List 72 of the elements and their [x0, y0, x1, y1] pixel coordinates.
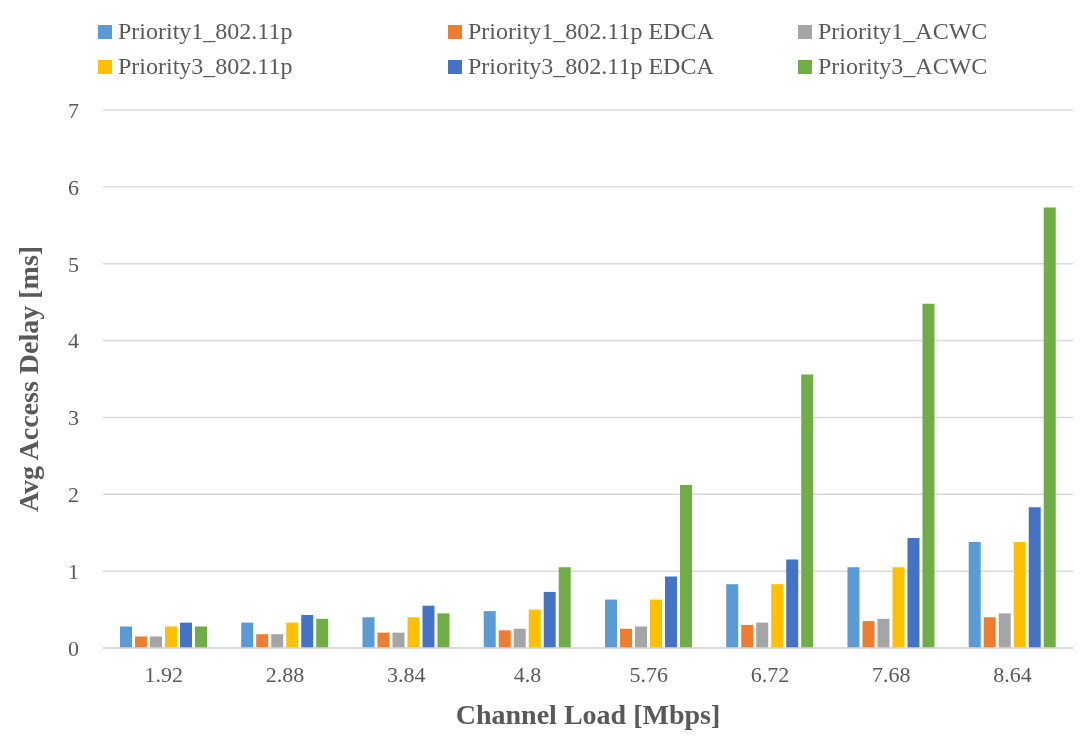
bar — [679, 485, 692, 648]
bar — [664, 576, 677, 648]
bar — [634, 626, 647, 648]
bar — [316, 618, 329, 648]
bar — [241, 622, 254, 648]
bar — [801, 374, 814, 648]
bar — [1043, 207, 1056, 648]
bar — [604, 599, 617, 648]
x-axis-title: Channel Load [Mbps] — [455, 699, 721, 730]
bar — [862, 621, 875, 648]
bar — [892, 567, 905, 648]
legend-label: Priority3_802.11p — [117, 53, 294, 80]
bar — [437, 613, 450, 648]
bar — [877, 618, 890, 648]
bar — [998, 613, 1011, 648]
bar — [558, 567, 571, 648]
bar — [771, 584, 784, 648]
bar — [983, 617, 996, 648]
y-axis-title: Avg Access Delay [ms] — [12, 245, 44, 513]
bar — [1013, 541, 1026, 648]
bar — [164, 626, 177, 648]
legend-label: Priority1_802.11p EDCA — [467, 18, 715, 45]
x-tick-label: 1.92 — [144, 661, 183, 687]
bar — [256, 634, 269, 648]
bar — [741, 624, 754, 648]
bar — [377, 632, 390, 648]
bar — [847, 567, 860, 648]
bar — [513, 628, 526, 648]
bar — [1028, 507, 1041, 648]
bar — [756, 622, 769, 648]
x-tick-label: 5.76 — [629, 661, 668, 687]
legend-label: Priority3_ACWC — [817, 53, 989, 80]
bar — [119, 626, 132, 648]
y-tick-label: 1 — [68, 558, 79, 584]
y-tick-label: 4 — [68, 328, 79, 354]
bar — [134, 636, 147, 648]
x-tick-label: 8.64 — [993, 661, 1032, 687]
bar — [194, 626, 207, 648]
legend-label: Priority1_802.11p — [117, 18, 294, 45]
bar — [907, 538, 920, 648]
bar — [528, 609, 541, 648]
bar — [922, 303, 935, 648]
bar — [407, 617, 420, 648]
x-tick-label: 2.88 — [265, 661, 305, 687]
bar — [271, 634, 284, 648]
bar — [483, 611, 496, 648]
bar — [619, 628, 632, 648]
legend-label: Priority1_ACWC — [817, 18, 989, 45]
bar — [286, 622, 299, 648]
x-tick-label: 7.68 — [871, 661, 911, 687]
y-tick-label: 3 — [68, 405, 79, 431]
x-tick-label: 3.84 — [386, 661, 426, 687]
x-tick-label: 6.72 — [750, 661, 790, 687]
x-tick-label: 4.8 — [513, 661, 542, 687]
y-tick-label: 6 — [68, 174, 79, 200]
bar — [786, 559, 799, 648]
bar — [726, 584, 739, 648]
bar — [179, 622, 192, 648]
bar — [498, 630, 511, 648]
bar — [543, 591, 556, 648]
y-tick-label: 2 — [68, 482, 79, 508]
bar — [149, 636, 162, 648]
y-tick-label: 7 — [68, 97, 79, 123]
bar — [968, 541, 981, 648]
bar — [392, 632, 405, 648]
bar — [362, 617, 375, 648]
bar — [649, 599, 662, 648]
y-tick-label: 5 — [68, 251, 79, 277]
y-tick-label: 0 — [68, 635, 79, 661]
bar — [301, 614, 314, 648]
legend-label: Priority3_802.11p EDCA — [467, 53, 715, 80]
bar — [422, 605, 435, 648]
